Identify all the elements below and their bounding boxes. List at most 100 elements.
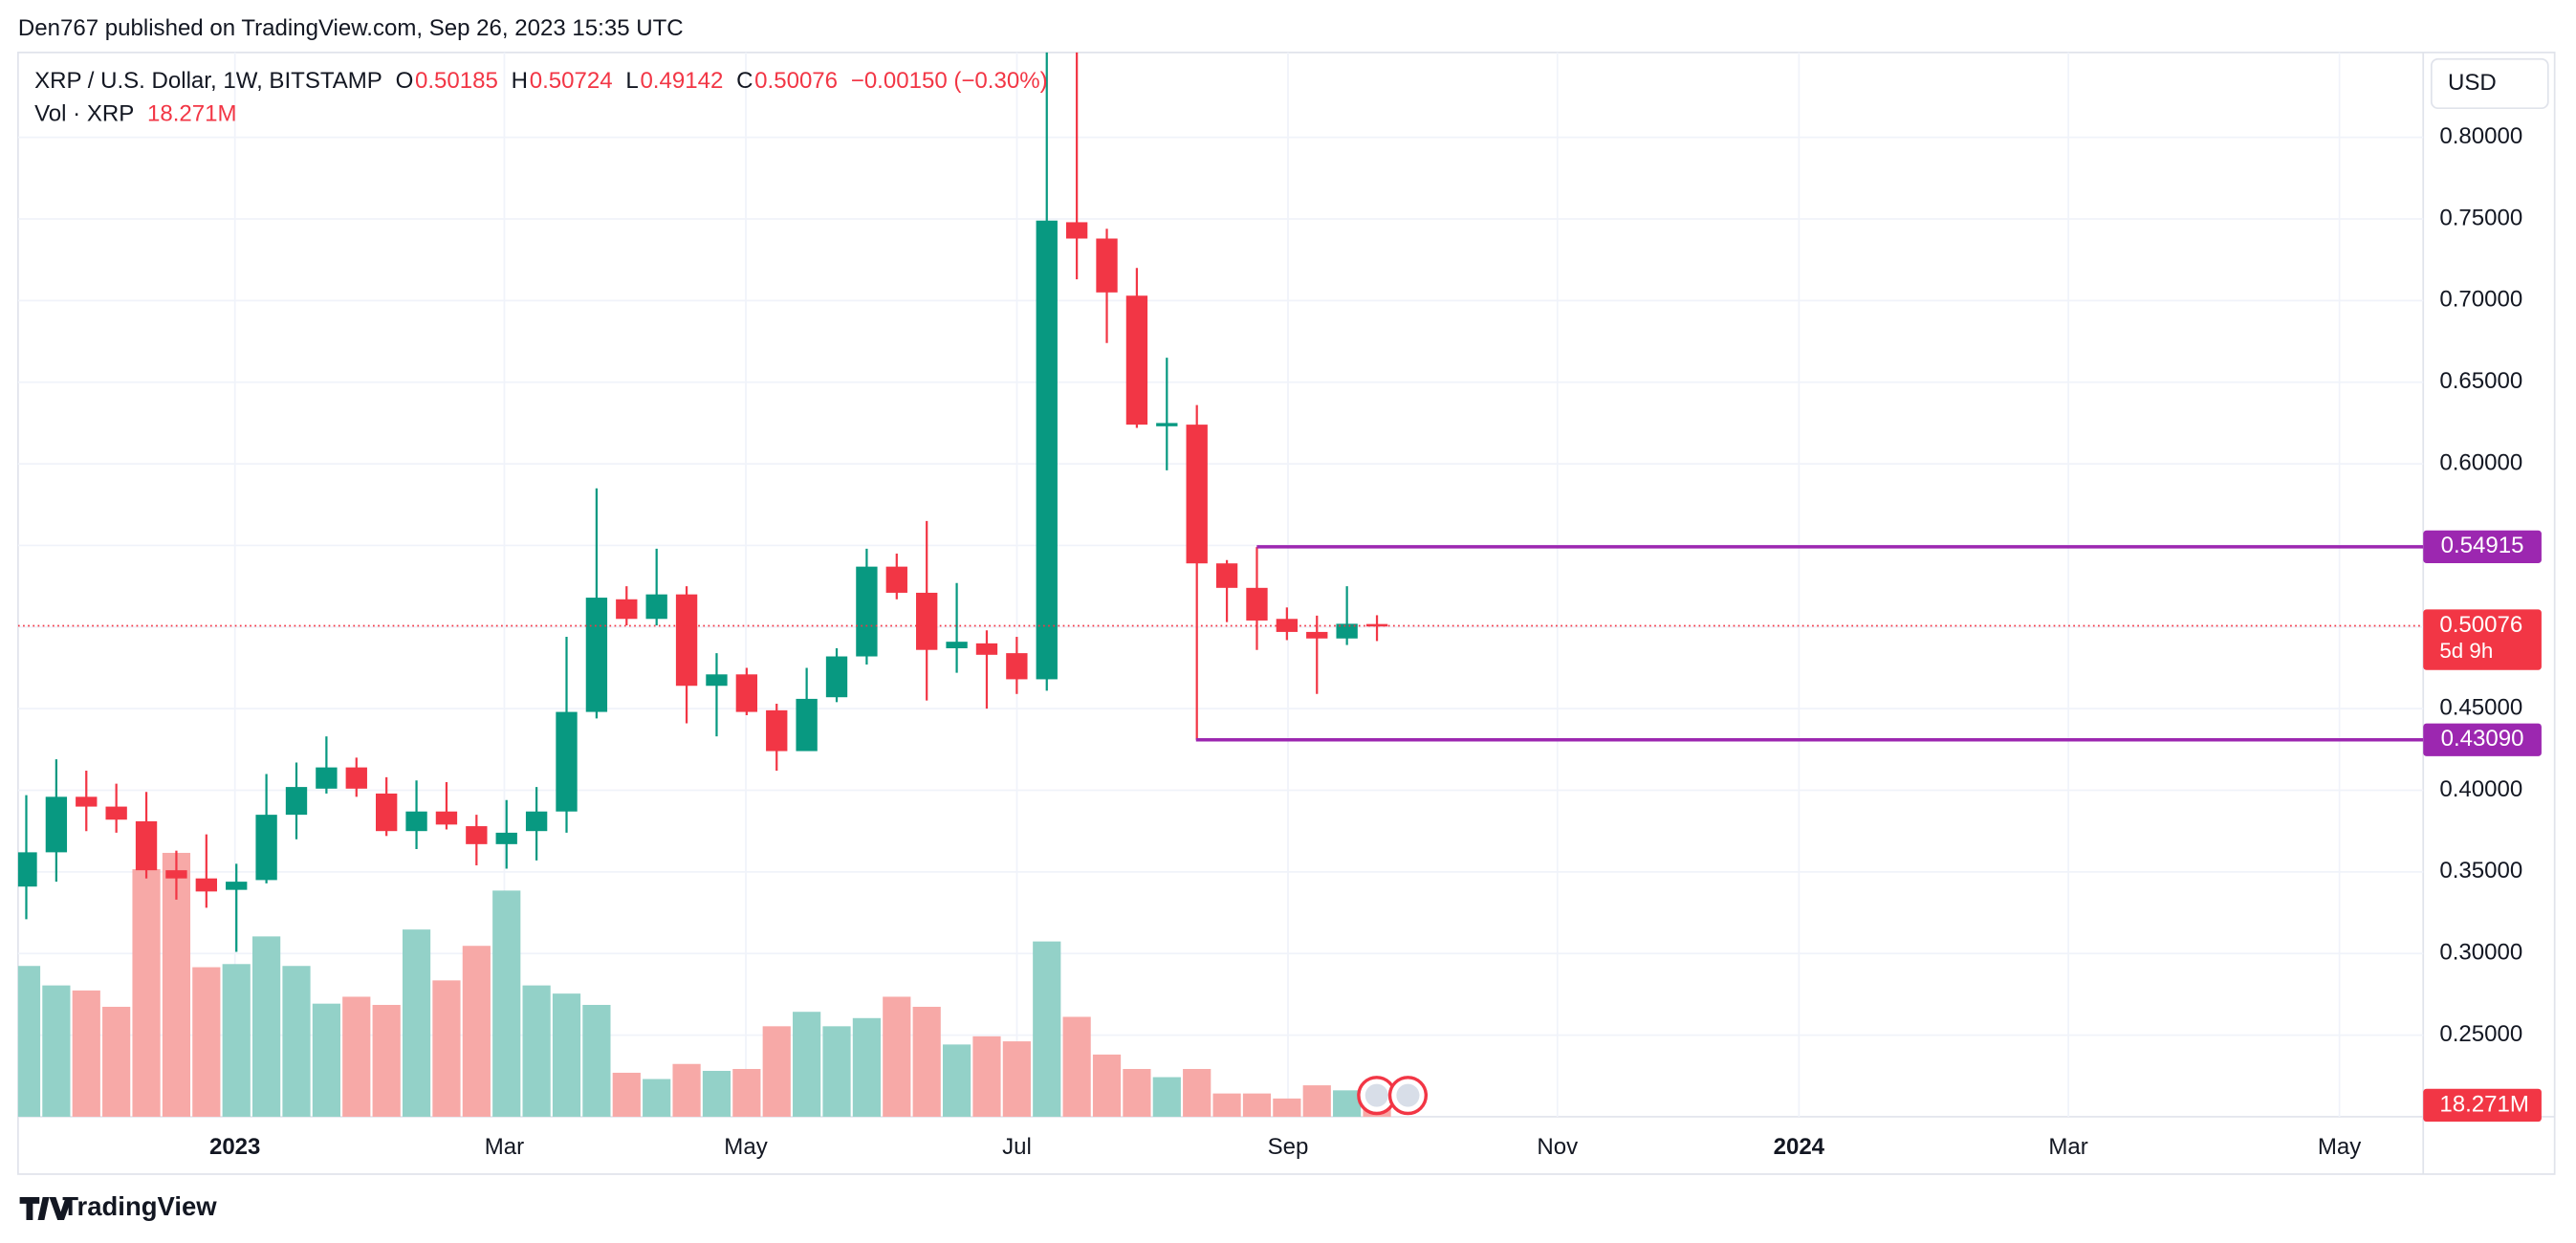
volume-bar (942, 1044, 971, 1117)
volume-bar (1092, 1054, 1122, 1117)
candle-body (1125, 295, 1148, 425)
candle-body (45, 796, 68, 853)
y-tick-label: 0.40000 (2439, 776, 2522, 802)
candle-body (1156, 423, 1178, 426)
candle-body (376, 793, 398, 832)
candle-body (466, 826, 488, 844)
candle-body (645, 594, 667, 620)
candle-body (675, 594, 698, 687)
volume-bar (432, 980, 461, 1117)
volume-bar (42, 985, 71, 1117)
volume-bar (17, 966, 41, 1117)
candle-body (1336, 623, 1358, 639)
volume-bar (1273, 1098, 1301, 1117)
volume-bar (522, 985, 551, 1117)
candle-body (975, 643, 998, 655)
volume-value: 18.271M (147, 100, 237, 126)
candle-body (255, 815, 277, 881)
volume-bar (72, 990, 100, 1117)
volume-bar (192, 967, 221, 1117)
axes: 0.25000 0.30000 0.35000 0.40000 0.45000 0.500… (209, 123, 2542, 1160)
level-tag-label: 0.54915 (2441, 533, 2524, 558)
y-tick-label: 0.25000 (2439, 1021, 2522, 1047)
volume-title: Vol · XRP (34, 100, 134, 126)
volume-bar (372, 1004, 401, 1117)
y-tick-label: 0.70000 (2439, 287, 2522, 313)
volume-bar (312, 1003, 340, 1117)
volume-bar (972, 1036, 1001, 1117)
plot (17, 52, 2424, 1117)
candle-body (495, 832, 517, 844)
candle-body (1365, 623, 1388, 627)
volume-bar (762, 1026, 791, 1117)
x-tick-label: Nov (1537, 1134, 1578, 1160)
volume-bar (282, 966, 311, 1117)
volume-bar (1123, 1069, 1151, 1117)
x-tick-label: 2024 (1774, 1134, 1825, 1160)
volume-bar (912, 1006, 941, 1117)
ohlc-key: L (625, 68, 638, 94)
publisher: Den767 published on TradingView.com, Sep… (18, 15, 684, 41)
volume-bar (1183, 1069, 1212, 1117)
level-tag (2423, 723, 2542, 756)
candle-body (856, 566, 878, 657)
candle-body (735, 674, 758, 712)
legend: XRP / U.S. Dollar, 1W, BITSTAMP O 0.50185 H… (34, 68, 1048, 126)
ohlc-key: H (512, 68, 528, 94)
candle-body (796, 698, 818, 752)
x-tick-label: May (724, 1134, 767, 1160)
volume-bar (1302, 1085, 1331, 1117)
volume-bar (1152, 1077, 1181, 1117)
brand: TradingView (62, 1191, 217, 1221)
volume-bar (1002, 1041, 1031, 1117)
candle-body (766, 709, 788, 752)
candle-body (585, 598, 608, 712)
grid (17, 52, 2424, 1117)
y-tick-label: 0.80000 (2439, 123, 2522, 149)
flag-icon-inner (1364, 1083, 1388, 1107)
candle-body (165, 870, 187, 879)
volume-bar (732, 1069, 761, 1117)
volume-bar (1212, 1093, 1241, 1117)
volume-bar (582, 1004, 611, 1117)
currency-label: USD (2448, 70, 2497, 96)
candle-body (1096, 238, 1118, 293)
candle-body (556, 711, 578, 812)
ohlc-value: 0.49142 (640, 68, 723, 94)
candle-body (946, 642, 968, 648)
candle-body (1006, 653, 1028, 680)
volume-tag-label: 18.271M (2439, 1091, 2529, 1117)
y-tick-label: 0.35000 (2439, 858, 2522, 883)
candle-body (916, 592, 938, 650)
brand-logo (19, 1196, 73, 1220)
volume-bar (883, 996, 911, 1117)
volume-bar (252, 936, 281, 1117)
candle-body (1186, 425, 1208, 564)
volume-bar (852, 1017, 882, 1117)
symbol: XRP / U.S. Dollar, 1W, BITSTAMP (34, 68, 382, 94)
level-tag (2423, 530, 2542, 564)
volume-bar (1242, 1093, 1272, 1117)
volume-bar (793, 1012, 821, 1117)
volume-bar (1062, 1016, 1091, 1117)
candle-body (1065, 222, 1088, 239)
ohlc-value: 0.50185 (415, 68, 498, 94)
volume-tag (2423, 1088, 2542, 1123)
candle-body (1036, 220, 1058, 680)
ohlc-key: C (736, 68, 753, 94)
candle-body (226, 882, 248, 890)
candle-body (76, 796, 98, 807)
volume-bar (222, 964, 251, 1117)
volume-bar (402, 929, 431, 1117)
volume-bar (612, 1072, 641, 1117)
event-flags (1357, 1076, 1429, 1116)
y-tick-label: 0.60000 (2439, 449, 2522, 475)
x-tick-label: Mar (485, 1134, 524, 1160)
currency-button[interactable] (2430, 57, 2549, 110)
x-tick-label: May (2318, 1134, 2361, 1160)
candle-body (885, 566, 907, 593)
ohlc-value: 0.50076 (754, 68, 838, 94)
ohlc-key: O (396, 68, 414, 94)
candle-body (17, 852, 37, 887)
